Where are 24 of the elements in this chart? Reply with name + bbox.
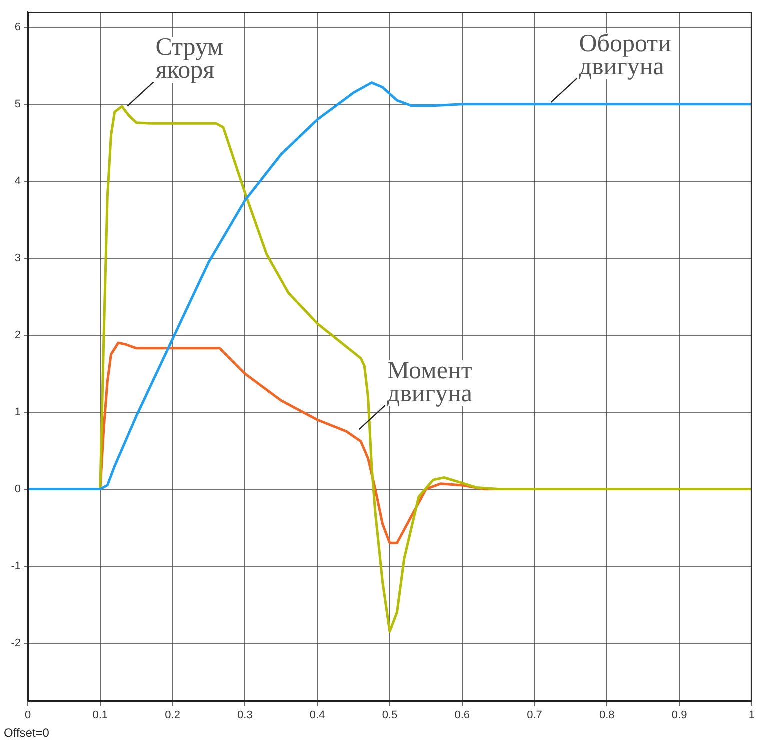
x-tick-label: 1: [748, 710, 756, 722]
y-tick-label: 2: [14, 329, 21, 342]
y-tick-label: 6: [14, 21, 21, 34]
x-tick-label: 0.6: [454, 710, 470, 722]
x-tick-label: 0.9: [672, 710, 688, 722]
x-tick-label: 0.1: [92, 710, 108, 722]
annotation: Струм якоря: [156, 34, 224, 84]
y-tick-label: -2: [11, 637, 21, 650]
x-tick-label: 0.3: [238, 710, 253, 722]
x-tick-label: 0.4: [310, 710, 326, 722]
annotation: Момент двигуна: [387, 358, 473, 408]
y-tick-label: 3: [14, 252, 21, 264]
y-tick-label: -1: [11, 560, 21, 572]
x-tick-label: 0.2: [165, 710, 180, 722]
y-tick-label: 5: [14, 98, 21, 110]
y-tick-label: 4: [14, 175, 21, 188]
annotation: Обороти двигуна: [579, 30, 672, 80]
x-tick-label: 0.8: [600, 710, 615, 722]
x-tick-label: 0: [24, 710, 32, 722]
text: Offset=0: [4, 726, 50, 740]
x-tick-label: 0.7: [527, 710, 542, 722]
x-tick-label: 0.5: [382, 710, 398, 722]
y-tick-label: 1: [14, 406, 21, 418]
y-tick-label: 0: [14, 483, 21, 496]
